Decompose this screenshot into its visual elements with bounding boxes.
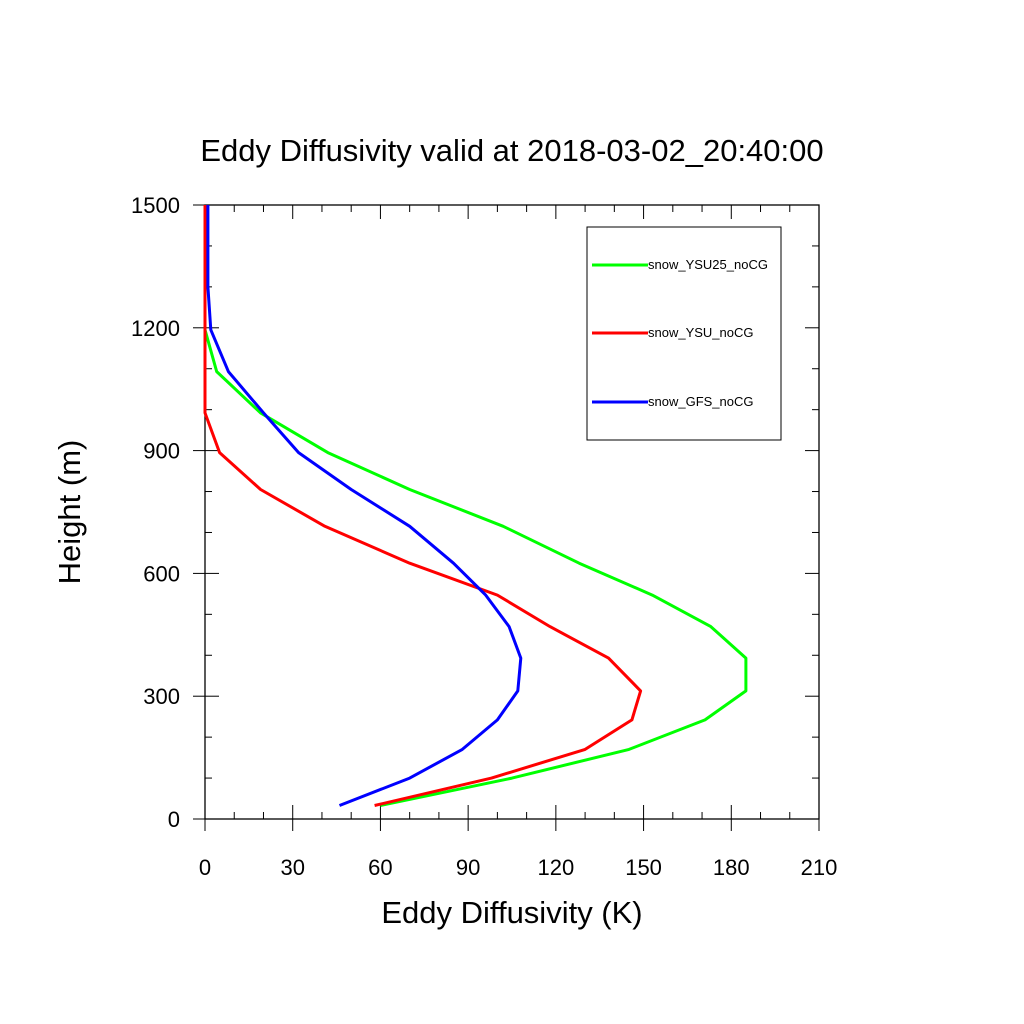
x-tick-label: 60: [368, 855, 392, 880]
y-tick-label: 0: [168, 807, 180, 832]
x-tick-label: 210: [801, 855, 838, 880]
x-tick-label: 90: [456, 855, 480, 880]
plot-frame: [204, 204, 820, 820]
y-tick-label: 600: [143, 561, 180, 586]
series-line-3: [206, 205, 523, 807]
y-tick-label: 1200: [131, 316, 180, 341]
y-tick-label: 900: [143, 439, 180, 464]
series-lines: [203, 205, 748, 807]
tick-labels: 0 30 60 90 120 150 180 210 0 300 600 900 1200 1500: [131, 193, 837, 880]
x-axis-label: Eddy Diffusivity (K): [381, 895, 642, 930]
x-tick-label: 30: [280, 855, 304, 880]
x-tick-label: 150: [625, 855, 662, 880]
x-tick-label: 120: [537, 855, 574, 880]
y-axis-label: Height (m): [52, 440, 87, 585]
chart-title: Eddy Diffusivity valid at 2018-03-02_20:…: [200, 133, 823, 168]
axis-ticks: [193, 204, 820, 831]
series-line-1: [203, 205, 748, 807]
y-tick-label: 300: [143, 684, 180, 709]
y-tick-label: 1500: [131, 193, 180, 218]
legend-label-2: snow_YSU_noCG: [648, 325, 754, 340]
legend-label-3: snow_GFS_noCG: [648, 394, 754, 409]
plot-border: [204, 204, 820, 820]
legend: snow_YSU25_noCG snow_YSU_noCG snow_GFS_noC…: [586, 226, 782, 441]
x-tick-label: 180: [713, 855, 750, 880]
series-line-2: [203, 205, 643, 807]
legend-label-1: snow_YSU25_noCG: [648, 257, 768, 272]
x-tick-label: 0: [199, 855, 211, 880]
